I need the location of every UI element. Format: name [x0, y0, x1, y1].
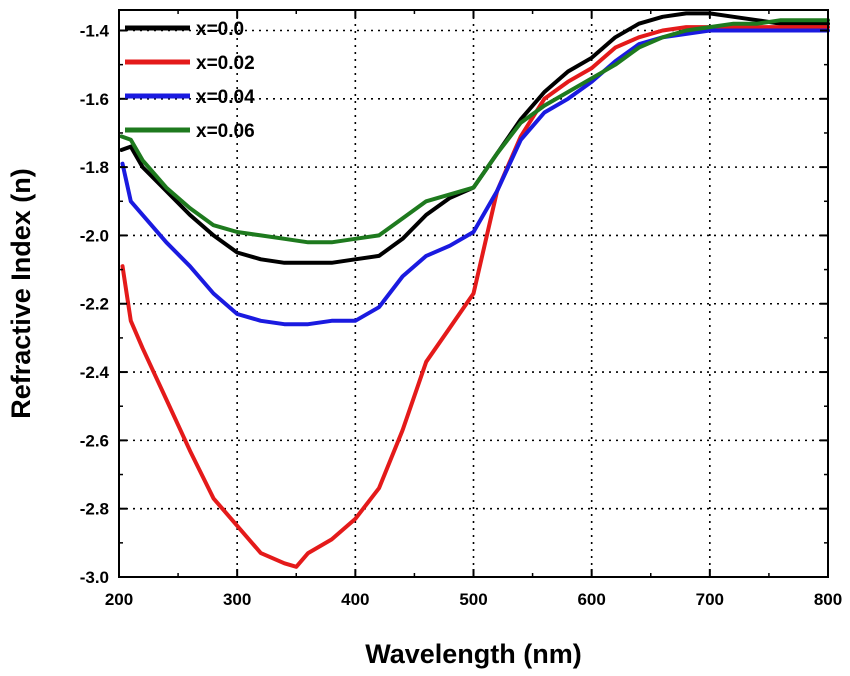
axis-ticks: 200 300 400 500 600 700 800 -3.0 -2.8 -2.6 -2.4 -2.…	[80, 10, 842, 609]
y-tick-label: -3.0	[80, 568, 109, 587]
series-lines	[119, 11, 830, 569]
legend: x=0.0 x=0.02 x=0.04 x=0.06	[125, 19, 255, 142]
y-tick-label: -1.6	[80, 90, 109, 109]
y-tick-label: -1.8	[80, 158, 109, 177]
x-tick-label: 400	[341, 590, 369, 609]
y-tick-label: -2.2	[80, 295, 109, 314]
y-axis-title: Refractive Index (n)	[6, 168, 36, 419]
y-tick-label: -2.6	[80, 431, 109, 450]
x-tick-label: 800	[814, 590, 842, 609]
x-tick-label: 700	[696, 590, 724, 609]
series-line-3	[119, 18, 830, 245]
legend-label-2: x=0.04	[196, 87, 255, 108]
y-tick-label: -2.8	[80, 500, 109, 519]
series-line-2	[120, 28, 830, 327]
legend-label-3: x=0.06	[196, 121, 255, 142]
legend-label-0: x=0.0	[196, 19, 244, 40]
x-tick-label: 300	[223, 590, 251, 609]
y-tick-label: -2.0	[80, 226, 109, 245]
x-tick-label: 600	[577, 590, 605, 609]
series-line-1	[120, 25, 830, 569]
y-tick-label: -1.4	[80, 21, 110, 40]
y-tick-label: -2.4	[80, 363, 110, 382]
x-tick-label: 200	[105, 590, 133, 609]
legend-label-1: x=0.02	[196, 53, 255, 74]
x-axis-title: Wavelength (nm)	[365, 639, 582, 669]
x-tick-label: 500	[459, 590, 487, 609]
